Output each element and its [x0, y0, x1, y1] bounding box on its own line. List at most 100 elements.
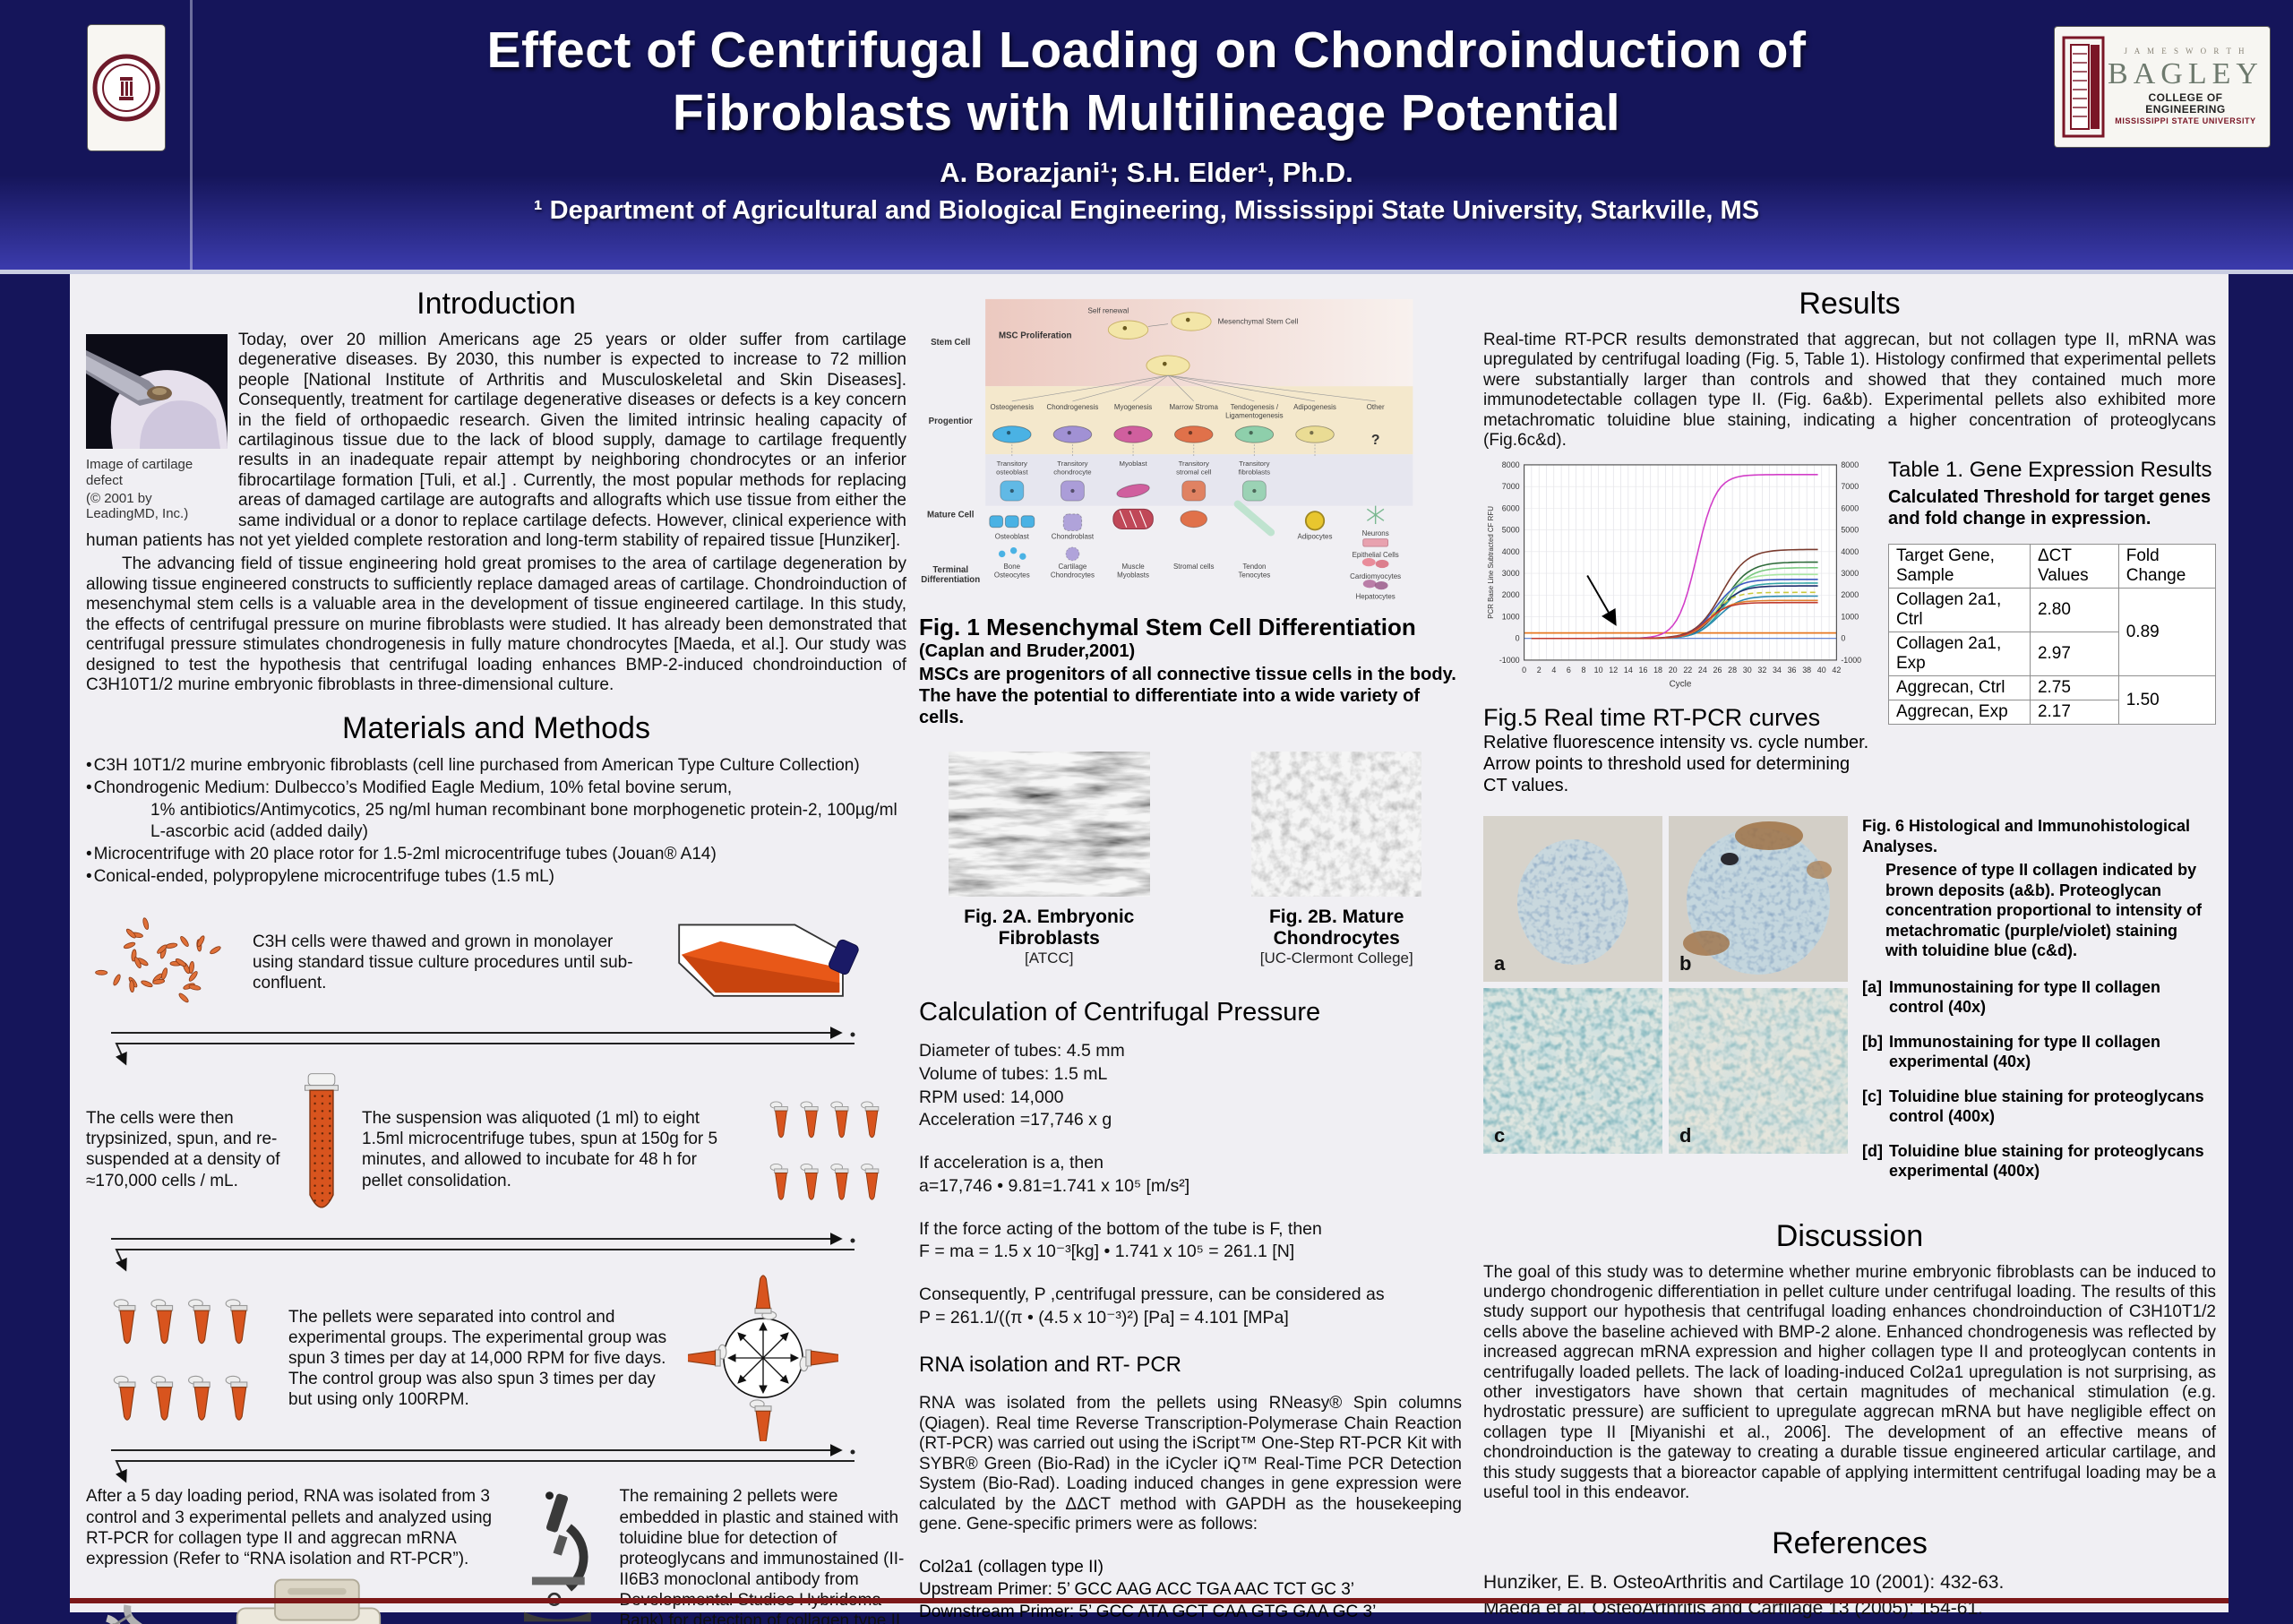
svg-text:0: 0 [1841, 634, 1845, 643]
svg-text:-1000: -1000 [1499, 656, 1520, 665]
svg-text:Tenocytes: Tenocytes [1238, 571, 1270, 579]
table1-header: ΔCT Values [2029, 544, 2119, 589]
bagley-text: J A M E S W O R T H BAGLEY COLLEGE OF EN… [2107, 47, 2264, 126]
results-paragraph: Real-time RT-PCR results demonstrated th… [1483, 331, 2216, 451]
msc-differentiation-figure: Stem Cell Progentior Mature Cell Terminal Di… [919, 287, 1462, 606]
svg-text:Myoblasts: Myoblasts [1117, 571, 1149, 579]
svg-text:2000: 2000 [1841, 591, 1859, 600]
svg-text:6000: 6000 [1502, 504, 1520, 513]
materials-bullet: Chondrogenic Medium: Dulbecco’s Modified… [86, 778, 906, 800]
fig5-caption-title: Fig.5 Real time RT-PCR curves [1483, 704, 1821, 731]
primer-line: Col2a1 (collagen type II) [919, 1558, 1104, 1577]
table1-header: Fold Change [2117, 544, 2217, 589]
svg-text:Transitory: Transitory [1179, 460, 1209, 468]
rtpcr-chart: -1000 -1000 0 0 1000 1000 2000 2000 3000 3000 4000… [1483, 458, 1874, 700]
table1-title: Table 1. Gene Expression Results [1888, 458, 2212, 483]
svg-text:Cartilage: Cartilage [1059, 563, 1087, 571]
table-row: Aggrecan, Ctrl 2.75 1.50 [1888, 675, 2217, 726]
svg-text:Chondroblast: Chondroblast [1052, 533, 1095, 541]
svg-text:2000: 2000 [1502, 591, 1520, 600]
fig2b-source: [UC-Clermont College] [1259, 949, 1413, 967]
table-row: Collagen 2a1, Exp 2.97 [1888, 632, 2216, 677]
svg-text:Myoblast: Myoblast [1120, 460, 1148, 468]
calc-line: F = ma = 1.5 x 10⁻³[kg] • 1.741 x 10⁵ = … [919, 1242, 1295, 1262]
materials-bullet: Microcentrifuge with 20 place rotor for … [86, 844, 906, 866]
svg-text:Mesenchymal Stem Cell: Mesenchymal Stem Cell [1218, 317, 1299, 326]
introduction-text: Image of cartilage defect (© 2001 by Lea… [86, 331, 906, 695]
svg-text:32: 32 [1757, 666, 1766, 675]
microtube-rack-icon-2 [113, 1299, 248, 1422]
histology-panel-a: a [1483, 816, 1662, 982]
centrifuge-tube-icon [305, 1073, 339, 1208]
calc-line: If the force acting of the bottom of the… [919, 1218, 1322, 1239]
svg-text:Tendon: Tendon [1242, 563, 1266, 571]
table-row: Collagen 2a1, Ctrl 2.80 0.89 [1888, 588, 2217, 677]
rna-heading: RNA isolation and RT- PCR [919, 1353, 1182, 1378]
bagley-james-worth: J A M E S W O R T H [2124, 47, 2247, 56]
svg-text:6000: 6000 [1841, 504, 1859, 513]
svg-text:40: 40 [1817, 666, 1826, 675]
bagley-university-line: MISSISSIPPI STATE UNIVERSITY [2115, 116, 2256, 125]
svg-text:4000: 4000 [1841, 547, 1859, 556]
svg-text:Transitory: Transitory [997, 460, 1027, 468]
fig2-figures: Fig. 2A. Embryonic Fibroblasts [ATCC] Fi… [919, 752, 1462, 967]
calc-line: RPM used: 14,000 [919, 1087, 1064, 1107]
svg-text:Neurons: Neurons [1362, 529, 1389, 537]
intro-paragraph-1: Today, over 20 million Americans age 25 … [86, 331, 906, 551]
method-step-1: C3H cells were thawed and grown in monol… [86, 900, 906, 1024]
svg-text:5000: 5000 [1841, 526, 1859, 535]
svg-text:Stromal cells: Stromal cells [1173, 563, 1215, 571]
svg-text:Osteoblast: Osteoblast [995, 533, 1030, 541]
step1-text: C3H cells were thawed and grown in monol… [253, 932, 633, 993]
fig6-item-list: [a] Immunostaining for type II collagen c… [1862, 977, 2213, 1181]
svg-text:38: 38 [1802, 666, 1811, 675]
title-line-1: Effect of Centrifugal Loading on Chondro… [486, 21, 1807, 79]
fig5-caption-body: Relative fluorescence intensity vs. cycl… [1483, 733, 1869, 795]
svg-text:Muscle: Muscle [1121, 563, 1145, 571]
svg-text:3000: 3000 [1502, 569, 1520, 578]
flow-arrow-2 [111, 1233, 855, 1272]
fibroblast-micrograph [948, 752, 1150, 898]
results-heading: Results [1799, 287, 1901, 321]
header-titles: Effect of Centrifugal Loading on Chondro… [296, 20, 1997, 226]
svg-text:4000: 4000 [1502, 547, 1520, 556]
method-step-3: The pellets were separated into control … [86, 1275, 906, 1442]
method-step-2: The cells were then trypsinized, spun, a… [86, 1069, 906, 1230]
svg-text:28: 28 [1728, 666, 1737, 675]
bottom-rule [70, 1598, 2229, 1603]
calc-body: Diameter of tubes: 4.5 mm Volume of tubes… [919, 1040, 1462, 1329]
table1-subtitle: Calculated Threshold for target genes an… [1888, 487, 2211, 529]
fig2b: Fig. 2B. Mature Chondrocytes [UC-Clermon… [1211, 752, 1462, 967]
svg-text:18: 18 [1653, 666, 1662, 675]
svg-text:42: 42 [1832, 666, 1841, 675]
header-gradient [0, 176, 2293, 274]
step4a-text: After a 5 day loading period, RNA was is… [86, 1487, 493, 1568]
rna-paragraph: RNA was isolated from the pellets using … [919, 1394, 1462, 1534]
bagley-name: BAGLEY [2108, 57, 2263, 91]
fig2a-source: [ATCC] [1025, 949, 1074, 967]
svg-text:36: 36 [1788, 666, 1797, 675]
svg-text:Myogenesis: Myogenesis [1114, 403, 1152, 411]
calc-line: If acceleration is a, then [919, 1153, 1104, 1173]
materials-list: C3H 10T1/2 murine embryonic fibroblasts … [86, 755, 906, 888]
gene-expression-table: Target Gene, Sample ΔCT Values Fold Change… [1888, 544, 2217, 726]
svg-text:Osteogenesis: Osteogenesis [990, 403, 1034, 411]
primer-line: Downstream Primer: 5’ GCC ATA GCT CAA GT… [919, 1603, 1377, 1622]
svg-text:Chondrogenesis: Chondrogenesis [1046, 403, 1098, 411]
fig5-caption: Fig.5 Real time RT-PCR curves Relative f… [1483, 704, 1874, 796]
fig1-caption-title: Fig. 1 Mesenchymal Stem Cell Differentia… [919, 614, 1416, 641]
fig1-caption-source: (Caplan and Bruder,2001) [919, 641, 1136, 662]
svg-text:Mature Cell: Mature Cell [927, 511, 975, 520]
svg-text:0: 0 [1516, 634, 1520, 643]
rotor-icon [688, 1275, 838, 1442]
step4b-text: The remaining 2 pellets were embedded in… [619, 1487, 905, 1624]
svg-text:10: 10 [1594, 666, 1603, 675]
svg-text:Self renewal: Self renewal [1087, 306, 1129, 315]
svg-text:Tendogenesis /: Tendogenesis / [1231, 403, 1279, 411]
svg-text:fibroblasts: fibroblasts [1239, 468, 1271, 476]
svg-text:22: 22 [1683, 666, 1692, 675]
calc-group: Consequently, P ,centrifugal pressure, c… [919, 1284, 1462, 1329]
svg-text:7000: 7000 [1841, 483, 1859, 492]
calc-line: a=17,746 • 9.81=1.741 x 10⁵ [m/s²] [919, 1175, 1190, 1196]
